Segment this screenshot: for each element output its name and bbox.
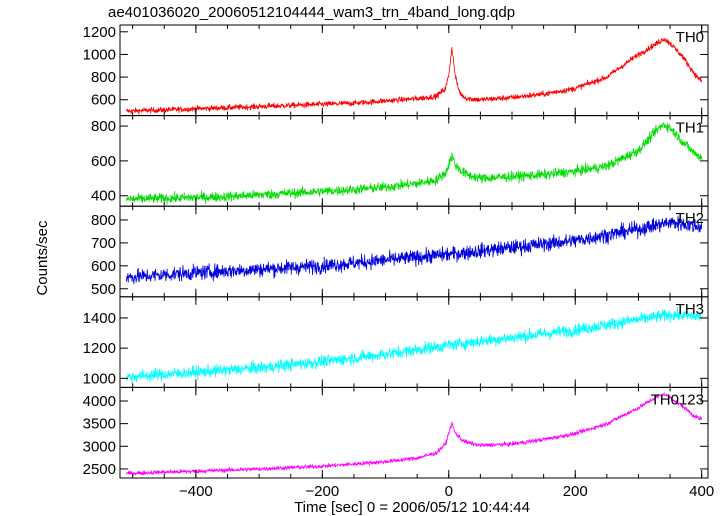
x-tick-label: −400 <box>179 483 213 500</box>
y-tick-label: 1200 <box>83 340 116 357</box>
y-tick-label: 3000 <box>83 438 116 455</box>
y-tick-label: 3500 <box>83 416 116 433</box>
y-tick-label: 600 <box>91 92 116 109</box>
panel-frame <box>119 386 709 479</box>
x-tick-label: 200 <box>563 483 588 500</box>
y-tick-label: 1400 <box>83 310 116 327</box>
panels: 600 800 1000 1200 TH0 400 600 800 TH1 500 600 700 80… <box>83 24 709 479</box>
y-tick-label: 2500 <box>83 461 116 478</box>
panel-th3: 1000 1200 1400 TH3 <box>83 296 709 388</box>
panel-label-th0123: TH0123 <box>651 391 704 408</box>
series-line-th1 <box>125 122 703 205</box>
y-tick-label: 600 <box>91 258 116 275</box>
panel-label-th1: TH1 <box>676 120 704 137</box>
panel-frame <box>119 205 709 298</box>
x-axis-label: Time [sec] 0 = 2006/05/12 10:44:44 <box>294 499 530 516</box>
panel-label-th3: TH3 <box>676 301 704 318</box>
x-tick-label: −200 <box>305 483 339 500</box>
panel-th1: 400 600 800 TH1 <box>91 115 709 207</box>
y-tick-label: 1000 <box>83 46 116 63</box>
y-tick-label: 600 <box>91 153 116 170</box>
x-axis: −400 −200 0 200 400 <box>179 483 714 500</box>
y-tick-label: 1000 <box>83 370 116 387</box>
panel-label-th2: TH2 <box>676 210 704 227</box>
panel-th0123: 2500 3000 3500 4000 TH0123 <box>83 386 709 479</box>
y-tick-label: 500 <box>91 281 116 298</box>
y-tick-label: 1200 <box>83 24 116 41</box>
panel-th2: 500 600 700 800 TH2 <box>91 205 709 298</box>
y-tick-label: 4000 <box>83 393 116 410</box>
series-line-th3 <box>125 306 703 385</box>
y-tick-label: 800 <box>91 212 116 229</box>
series-line-th2 <box>125 215 703 285</box>
y-tick-label: 800 <box>91 118 116 135</box>
x-tick-label: 400 <box>689 483 714 500</box>
panel-th0: 600 800 1000 1200 TH0 <box>83 24 709 117</box>
panel-frame <box>119 24 709 117</box>
y-axis-label: Counts/sec <box>34 220 51 296</box>
y-tick-label: 700 <box>91 235 116 252</box>
panel-label-th0: TH0 <box>676 29 704 46</box>
y-tick-label: 400 <box>91 188 116 205</box>
x-tick-label: 0 <box>445 483 453 500</box>
y-tick-label: 800 <box>91 69 116 86</box>
series-line-th0123 <box>125 391 703 477</box>
series-line-th0 <box>125 38 703 115</box>
chart-title: ae401036020_20060512104444_wam3_trn_4ban… <box>108 4 515 21</box>
